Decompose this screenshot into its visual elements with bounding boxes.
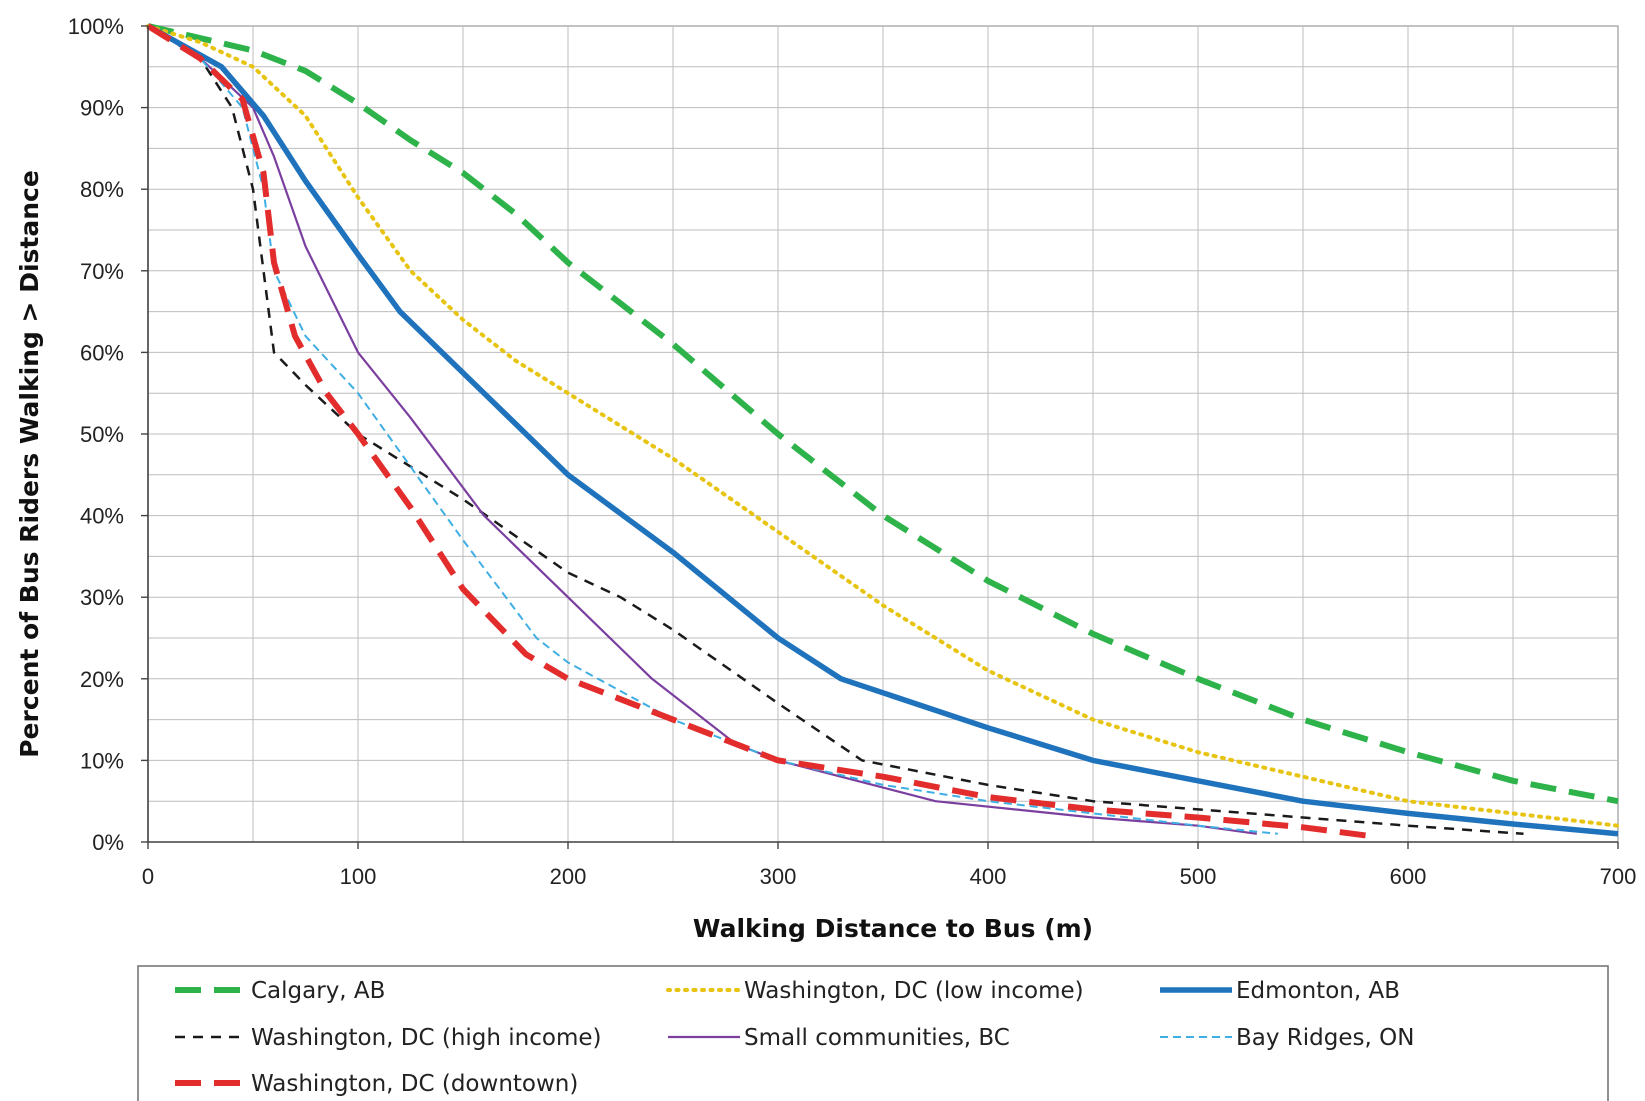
x-tick-label: 400 [970, 864, 1007, 889]
legend-label: Washington, DC (downtown) [251, 1071, 578, 1097]
y-tick-label: 50% [80, 422, 124, 447]
legend-label: Bay Ridges, ON [1236, 1025, 1414, 1051]
y-tick-label: 40% [80, 504, 124, 529]
grid [147, 25, 1619, 843]
legend-label: Small communities, BC [744, 1025, 1010, 1051]
y-tick-label: 100% [68, 14, 124, 39]
legend-label: Calgary, AB [251, 978, 385, 1004]
series-line [147, 23, 1619, 805]
series-line [146, 24, 1620, 828]
y-tick-label: 60% [80, 340, 124, 365]
series-lines [146, 23, 1620, 839]
legend-label: Edmonton, AB [1236, 978, 1400, 1004]
y-tick-label: 20% [80, 667, 124, 692]
axes: 0% 10% 20% 30% 40% 50% 60% 70% 80% 90% 100% 0 100 200… [68, 14, 1637, 889]
x-tick-label: 0 [142, 864, 154, 889]
x-tick-label: 100 [340, 864, 377, 889]
y-tick-label: 70% [80, 259, 124, 284]
series-line [146, 23, 1619, 837]
legend-label: Washington, DC (low income) [744, 978, 1084, 1004]
legend: Calgary, AB Washington, DC (low income) Ed… [137, 965, 1609, 1101]
series-line [147, 25, 1278, 835]
x-tick-label: 300 [760, 864, 797, 889]
x-tick-label: 700 [1600, 864, 1637, 889]
x-tick-label: 500 [1180, 864, 1217, 889]
y-tick-label: 80% [80, 177, 124, 202]
x-tick-label: 200 [550, 864, 587, 889]
legend-label: Washington, DC (high income) [251, 1025, 602, 1051]
series-line [147, 24, 1524, 836]
y-tick-label: 30% [80, 585, 124, 610]
x-axis-title: Walking Distance to Bus (m) [693, 914, 1093, 943]
series-line [147, 25, 1257, 835]
series-line [146, 23, 1367, 839]
y-axis-title: Percent of Bus Riders Walking > Distance [15, 170, 44, 758]
y-tick-label: 10% [80, 748, 124, 773]
y-tick-label: 0% [92, 830, 124, 855]
y-tick-label: 90% [80, 96, 124, 121]
legend-box [137, 965, 1609, 1101]
x-tick-label: 600 [1390, 864, 1427, 889]
